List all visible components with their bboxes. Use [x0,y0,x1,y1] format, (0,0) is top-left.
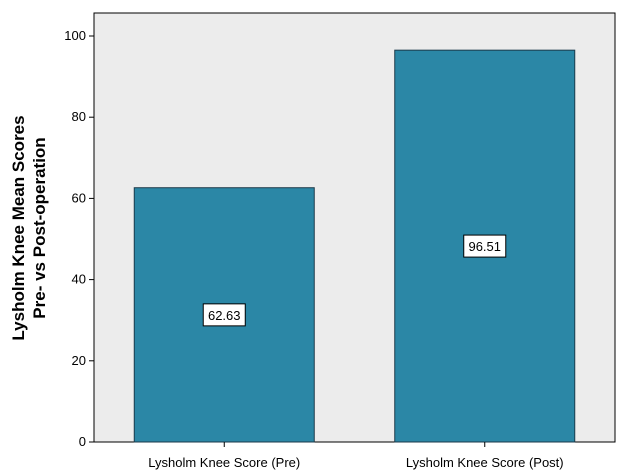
x-category-label: Lysholm Knee Score (Pre) [148,455,300,470]
y-tick-label: 40 [72,272,86,287]
y-axis-title-line-1: Lysholm Knee Mean Scores [9,115,28,340]
y-tick-label: 60 [72,190,86,205]
data-label: 62.63 [208,308,241,323]
bars-group: 62.63 96.51 [133,49,576,443]
y-tick-label: 0 [79,434,86,449]
y-tick-label: 100 [64,28,86,43]
y-tick-label: 20 [72,353,86,368]
data-label: 96.51 [468,239,501,254]
y-tick-label: 80 [72,109,86,124]
x-axis: Lysholm Knee Score (Pre) Lysholm Knee Sco… [148,442,564,470]
y-axis-title-line-2: Pre- vs Post-operation [30,137,49,318]
y-axis-title: Lysholm Knee Mean Scores Pre- vs Post-op… [9,115,49,340]
y-axis: 0 20 40 60 80 100 [64,28,94,449]
data-label-box [463,234,507,258]
data-label-box [202,303,246,327]
x-category-label: Lysholm Knee Score (Post) [406,455,564,470]
